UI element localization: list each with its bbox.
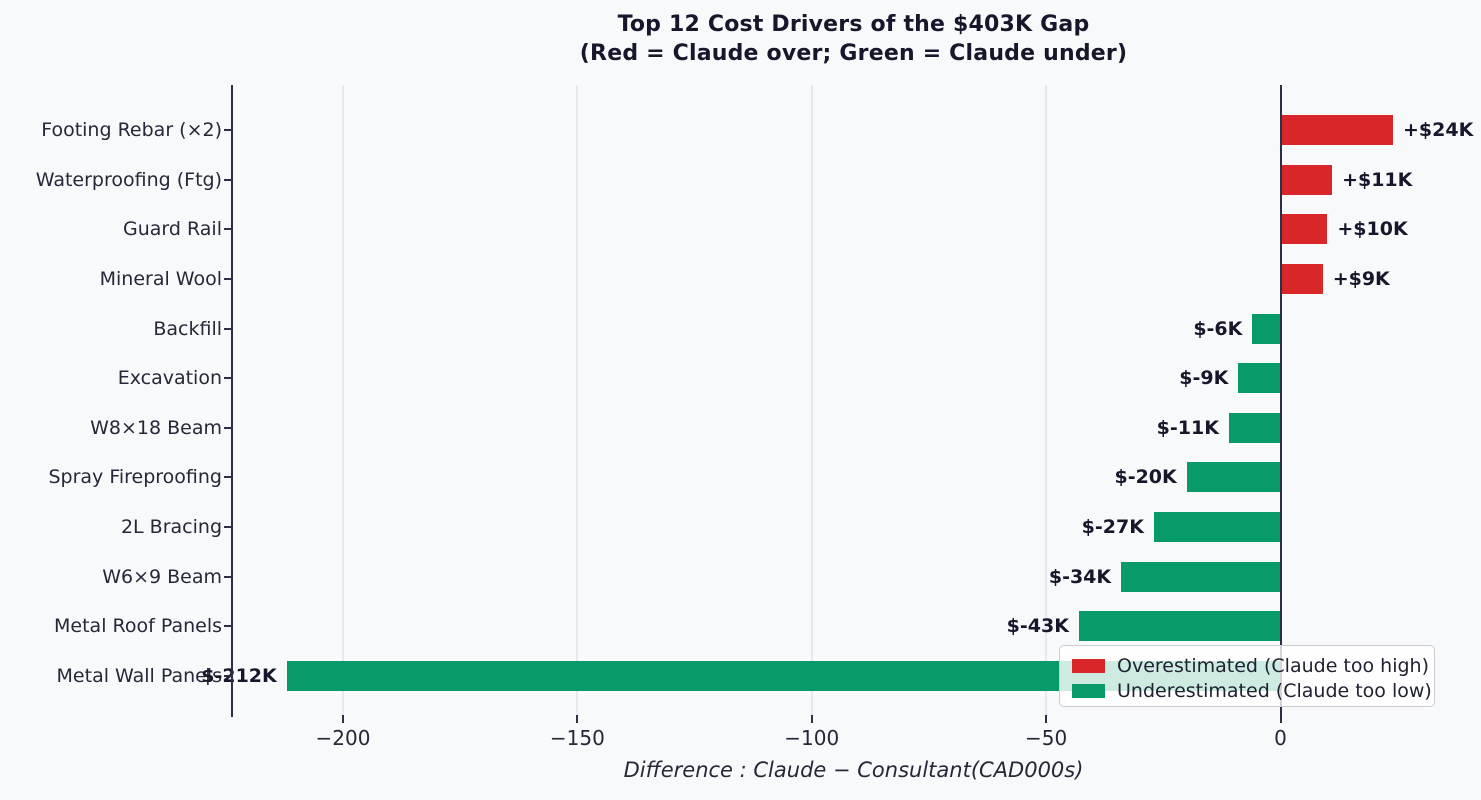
y-tick-mark (224, 277, 232, 280)
gridline-x (1045, 85, 1048, 715)
category-label: 2L Bracing (120, 516, 222, 539)
bar-value-label: $-212K (201, 664, 277, 687)
bar-overestimated (1280, 214, 1328, 245)
gridline-x (810, 85, 813, 715)
legend: Overestimated (Claude too high) Underesti… (1059, 645, 1435, 707)
bar-value-label: $-20K (1114, 466, 1177, 489)
x-tick-label: 0 (1274, 726, 1287, 750)
bar-overestimated (1280, 164, 1333, 195)
legend-label: Overestimated (Claude too high) (1117, 654, 1429, 677)
legend-item: Underestimated (Claude too low) (1072, 678, 1432, 703)
x-axis-label: Difference : Claude − Consultant(CAD000s… (623, 758, 1084, 782)
bar-underestimated (1252, 313, 1281, 344)
x-tick-label: −50 (1025, 726, 1068, 750)
x-tick-mark (1045, 715, 1048, 723)
category-label: Metal Roof Panels (54, 615, 222, 638)
x-tick-label: −150 (549, 726, 605, 750)
gridline-x (576, 85, 579, 715)
bar-underestimated (1121, 561, 1281, 592)
y-tick-mark (224, 129, 232, 131)
y-tick-mark (224, 476, 232, 479)
x-tick-mark (1279, 715, 1282, 723)
y-tick-mark (224, 327, 232, 330)
category-label: Metal Wall Panels (56, 664, 222, 687)
x-tick-label: −100 (784, 726, 840, 750)
category-label: W8×18 Beam (90, 416, 222, 439)
bar-value-label: $-9K (1179, 367, 1229, 390)
category-label: Spray Fireproofing (48, 466, 222, 489)
bar-underestimated (1078, 611, 1281, 642)
legend-item: Overestimated (Claude too high) (1072, 653, 1429, 678)
x-tick-label: −200 (315, 726, 371, 750)
category-label: Excavation (117, 367, 222, 390)
category-label: Guard Rail (123, 218, 222, 241)
chart-title: Top 12 Cost Drivers of the $403K Gap (Re… (233, 10, 1474, 68)
y-tick-mark (224, 178, 232, 181)
zero-baseline (1279, 85, 1282, 715)
bar-value-label: $-34K (1048, 565, 1112, 588)
bar-overestimated (1280, 263, 1323, 294)
y-tick-mark (224, 674, 232, 677)
bar-underestimated (1186, 462, 1281, 493)
bar-underestimated (1238, 363, 1281, 394)
legend-label: Underestimated (Claude too low) (1117, 679, 1432, 702)
x-tick-mark (576, 715, 579, 723)
y-tick-mark (224, 526, 232, 529)
bar-value-label: $-11K (1156, 416, 1219, 439)
bar-value-label: $-6K (1193, 317, 1243, 340)
category-label: Backfill (153, 317, 222, 340)
y-tick-mark (224, 625, 232, 628)
category-label: Footing Rebar (×2) (41, 119, 222, 141)
bar-value-label: $-27K (1081, 516, 1144, 539)
y-tick-mark (224, 228, 232, 231)
x-tick-mark (810, 715, 813, 723)
chart-title-line1: Top 12 Cost Drivers of the $403K Gap (617, 12, 1090, 37)
bar-underestimated (1228, 412, 1281, 443)
bar-value-label: +$11K (1342, 168, 1413, 191)
y-tick-mark (224, 426, 232, 429)
bar-value-label: +$9K (1332, 267, 1390, 290)
bar-overestimated (1280, 115, 1393, 145)
x-tick-mark (342, 715, 344, 723)
legend-swatch (1072, 658, 1105, 673)
y-tick-mark (224, 575, 232, 578)
legend-swatch (1072, 683, 1105, 698)
category-label: Mineral Wool (99, 267, 222, 290)
category-label: Waterproofing (Ftg) (35, 168, 222, 191)
chart-title-line2: (Red = Claude over; Green = Claude under… (579, 41, 1128, 66)
bar-value-label: $-43K (1006, 615, 1069, 638)
bar-value-label: +$10K (1337, 218, 1408, 241)
y-axis-spine (231, 85, 233, 717)
category-label: W6×9 Beam (102, 565, 222, 588)
bar-value-label: +$24K (1403, 119, 1474, 141)
y-tick-mark (224, 377, 232, 380)
bar-underestimated (1153, 512, 1281, 543)
gridline-x (342, 85, 344, 715)
